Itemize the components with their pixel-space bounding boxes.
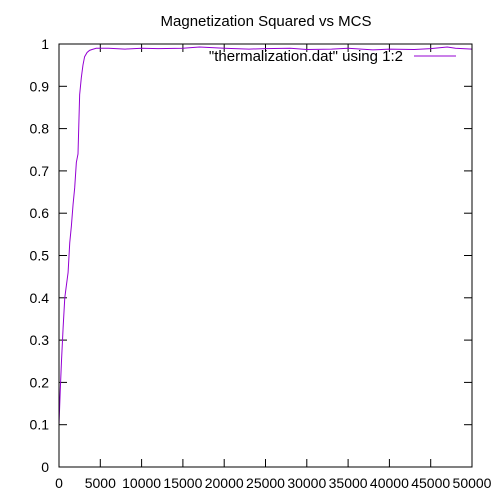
x-tick-label: 40000: [370, 475, 409, 491]
x-tick-label: 10000: [122, 475, 161, 491]
y-tick-label: 0.1: [30, 417, 50, 433]
plot-frame: [58, 43, 473, 468]
y-tick-label: 0.7: [30, 163, 50, 179]
x-tick-label: 20000: [205, 475, 244, 491]
x-tick-label: 25000: [246, 475, 285, 491]
series-layer: [58, 46, 473, 425]
chart-title: Magnetization Squared vs MCS: [161, 13, 372, 30]
legend: "thermalization.dat" using 1:2: [209, 48, 456, 65]
y-tick-label: 0.4: [30, 290, 50, 306]
legend-label: "thermalization.dat" using 1:2: [209, 48, 403, 65]
x-tick-label: 5000: [85, 475, 116, 491]
y-tick-label: 1: [41, 36, 49, 52]
x-tick-label: 15000: [163, 475, 202, 491]
x-tick-label: 45000: [411, 475, 450, 491]
y-tick-label: 0.5: [30, 248, 50, 264]
series-line: [58, 46, 473, 425]
x-tick-label: 50000: [453, 475, 492, 491]
y-tick-label: 0.3: [30, 332, 50, 348]
y-tick-label: 0.6: [30, 205, 50, 221]
x-tick-label: 30000: [287, 475, 326, 491]
x-tick-label: 35000: [329, 475, 368, 491]
x-tick-label: 0: [55, 475, 63, 491]
y-tick-label: 0.8: [30, 121, 50, 137]
y-tick-label: 0: [41, 459, 49, 475]
axis-ticks: 0 0.1 0.2 0.3 0.4 0.5 0.6 0.7 0.8 0.9 1 0 5000 10000 1…: [30, 36, 492, 491]
y-tick-label: 0.9: [30, 78, 50, 94]
y-tick-label: 0.2: [30, 374, 50, 390]
